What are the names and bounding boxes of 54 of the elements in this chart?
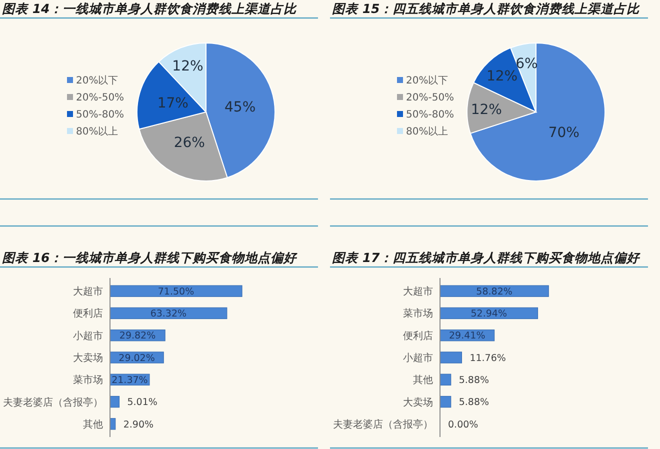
bar xyxy=(440,374,452,386)
legend-label: 20%-50% xyxy=(76,92,124,104)
data-label: 5.01% xyxy=(127,397,158,408)
data-label: 45% xyxy=(224,100,256,116)
data-label: 12% xyxy=(486,68,518,85)
legend-label: 20%以下 xyxy=(76,74,118,86)
data-label: 5.88% xyxy=(458,397,490,408)
y-tick-label: 夫妻老婆店（含报亭） xyxy=(333,418,433,430)
y-tick-label: 夫妻老婆店（含报亭） xyxy=(3,396,103,408)
data-label: 17% xyxy=(157,95,188,112)
chart-title: 图表 15：四五线城市单身人群饮食消费线上渠道占比 xyxy=(332,1,641,16)
y-tick-label: 小超市 xyxy=(73,330,103,342)
chart-title: 图表 16：一线城市单身人群线下购买食物地点偏好 xyxy=(2,250,298,265)
legend-label: 50%-80% xyxy=(76,110,124,120)
data-label: 29.82% xyxy=(119,330,156,342)
legend-label: 20%-50% xyxy=(406,92,454,104)
data-label: 12% xyxy=(470,102,502,118)
data-label: 11.76% xyxy=(470,352,506,364)
y-tick-label: 菜市场 xyxy=(403,308,433,320)
data-label: 70% xyxy=(548,125,580,142)
y-tick-label: 菜市场 xyxy=(73,374,103,386)
data-label: 0.00% xyxy=(448,419,478,430)
legend-label: 80%以上 xyxy=(76,126,118,138)
y-tick-label: 小超市 xyxy=(403,352,433,364)
y-tick-label: 大超市 xyxy=(73,286,103,298)
data-label: 12% xyxy=(172,58,204,75)
chart-title: 图表 14：一线城市单身人群饮食消费线上渠道占比 xyxy=(2,1,298,16)
legend-label: 50%-80% xyxy=(406,110,454,120)
data-label: 26% xyxy=(174,135,205,152)
data-label: 2.90% xyxy=(123,419,154,430)
data-label: 52.94% xyxy=(470,308,507,320)
bar xyxy=(440,396,452,408)
data-label: 71.50% xyxy=(158,286,194,298)
y-tick-label: 便利店 xyxy=(73,308,103,320)
data-label: 29.41% xyxy=(449,330,486,342)
bar xyxy=(440,352,462,364)
y-tick-label: 其他 xyxy=(413,374,433,386)
y-tick-label: 其他 xyxy=(83,418,103,430)
y-tick-label: 大超市 xyxy=(403,286,433,298)
data-label: 5.88% xyxy=(458,374,490,386)
y-tick-label: 大卖场 xyxy=(403,396,433,408)
data-label: 63.32% xyxy=(150,308,187,320)
legend-label: 20%以下 xyxy=(406,74,448,86)
data-label: 29.02% xyxy=(118,352,155,364)
data-label: 58.82% xyxy=(476,286,512,298)
bar xyxy=(440,285,549,297)
legend-label: 80%以上 xyxy=(406,126,448,138)
bar xyxy=(110,396,120,408)
data-label: 21.37% xyxy=(112,374,148,386)
chart-title: 图表 17：四五线城市单身人群线下购买食物地点偏好 xyxy=(332,250,641,265)
pie-slice xyxy=(470,42,606,182)
y-tick-label: 大卖场 xyxy=(73,352,103,364)
bar xyxy=(110,285,242,297)
y-tick-label: 便利店 xyxy=(403,330,433,342)
